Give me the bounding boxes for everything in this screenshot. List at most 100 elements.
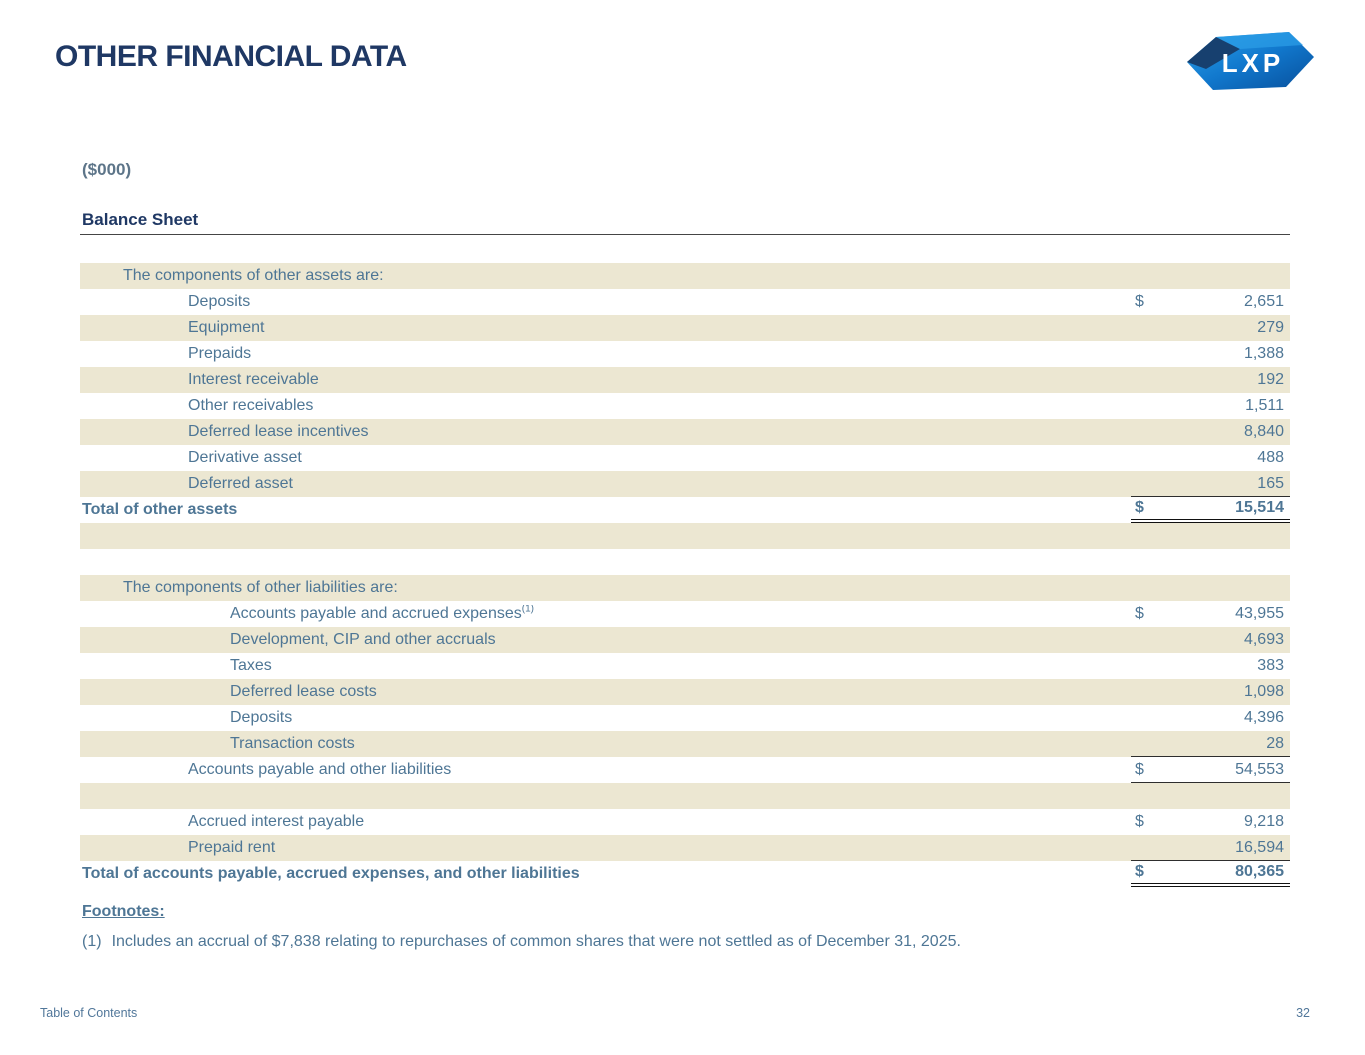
value-column: 192 [1131,367,1290,393]
logo-text: LXP [1222,48,1285,78]
table-row: Deferred lease costs 1,098 [80,679,1290,705]
row-label: Prepaid rent [188,839,276,856]
table-row [80,549,1290,575]
dollar-sign: $ [1135,813,1144,830]
table-row: Equipment 279 [80,315,1290,341]
row-value: 165 [1257,474,1284,492]
value-column [1131,523,1290,549]
value-column: 488 [1131,445,1290,471]
table-row: Total of accounts payable, accrued expen… [80,861,1290,887]
value-column: $ 15,514 [1131,497,1290,523]
row-label: Deferred lease costs [230,683,377,700]
row-label: Transaction costs [230,735,355,752]
row-value: 9,218 [1243,813,1284,830]
logo-left-facet [1187,37,1240,69]
row-value: 2,651 [1243,293,1284,310]
row-label: Accounts payable and other liabilities [188,761,452,778]
value-column: 16,594 [1131,835,1290,861]
units-label: ($000) [82,160,132,179]
table-row: Derivative asset 488 [80,445,1290,471]
dollar-sign: $ [1135,760,1144,778]
balance-sheet-heading: Balance Sheet [80,210,1290,235]
row-value: 28 [1266,734,1284,752]
row-label: Deposits [188,293,251,310]
row-label: Deferred lease incentives [188,423,369,440]
row-value: 1,098 [1243,683,1284,700]
row-label: Accrued interest payable [188,813,365,830]
footnote-marker: (1) [82,933,102,950]
row-value: 15,514 [1235,499,1284,516]
value-column [1131,575,1290,601]
value-column: $ 9,218 [1131,809,1290,835]
table-row: Accounts payable and accrued expenses(1)… [80,601,1290,627]
value-column: $ 80,365 [1131,861,1290,887]
table-row: Total of other assets $ 15,514 [80,497,1290,523]
table-row: Transaction costs 28 [80,731,1290,757]
footnote-text: Includes an accrual of $7,838 relating t… [111,933,961,950]
table-row: Development, CIP and other accruals 4,69… [80,627,1290,653]
page-title: OTHER FINANCIAL DATA [55,40,407,73]
value-column: 165 [1131,471,1290,497]
row-value: 279 [1257,319,1284,336]
dollar-sign: $ [1135,605,1144,622]
row-value: 488 [1257,449,1284,466]
row-label: Prepaids [188,345,252,362]
row-label: Total of other assets [82,501,238,518]
table-row: The components of other liabilities are: [80,575,1290,601]
table-row: Deposits 4,396 [80,705,1290,731]
table-row [80,783,1290,809]
row-label: Derivative asset [188,449,302,466]
row-label: Other receivables [188,397,314,414]
table-row: Accounts payable and other liabilities $… [80,757,1290,783]
footnote-item: (1) Includes an accrual of $7,838 relatin… [82,933,1182,951]
value-column: 383 [1131,653,1290,679]
row-value: 4,693 [1243,631,1284,648]
row-label: The components of other assets are: [123,267,384,284]
row-value: 1,511 [1245,397,1284,414]
row-label: Interest receivable [188,371,319,388]
lxp-logo: LXP [1187,32,1314,90]
row-label: Deposits [230,709,293,726]
table-of-contents-link[interactable]: Table of Contents [40,1006,138,1020]
row-value: 43,955 [1235,605,1284,622]
value-column: $ 2,651 [1131,289,1290,315]
row-value: 16,594 [1235,838,1284,856]
value-column [1131,549,1290,575]
table-row: Taxes 383 [80,653,1290,679]
value-column: 1,388 [1131,341,1290,367]
value-column: 1,098 [1131,679,1290,705]
dollar-sign: $ [1135,499,1144,516]
row-value: 80,365 [1235,863,1284,880]
row-value: 4,396 [1243,709,1284,726]
row-value: 54,553 [1235,760,1284,778]
table-row [80,523,1290,549]
row-label: Development, CIP and other accruals [230,631,496,648]
value-column: 8,840 [1131,419,1290,445]
row-label: Accounts payable and accrued expenses(1) [230,605,534,622]
row-label: The components of other liabilities are: [123,579,398,596]
table-row: Deferred lease incentives 8,840 [80,419,1290,445]
value-column [1131,783,1290,809]
dollar-sign: $ [1135,863,1144,880]
value-column: $ 43,955 [1131,601,1290,627]
row-label: Taxes [230,657,272,674]
dollar-sign: $ [1135,293,1144,310]
value-column: 1,511 [1131,393,1290,419]
row-value: 192 [1257,371,1284,388]
table-row: Interest receivable 192 [80,367,1290,393]
table-row: Deferred asset 165 [80,471,1290,497]
table-row: Accrued interest payable $ 9,218 [80,809,1290,835]
footnotes-heading: Footnotes: [82,903,165,920]
footnotes-section: Footnotes: (1) Includes an accrual of $7,… [82,903,1182,951]
table-row: Prepaid rent 16,594 [80,835,1290,861]
row-label: Deferred asset [188,475,293,492]
value-column: 279 [1131,315,1290,341]
table-row: Prepaids 1,388 [80,341,1290,367]
row-label: Total of accounts payable, accrued expen… [82,865,580,882]
value-column: 28 [1131,731,1290,757]
row-label: Equipment [188,319,265,336]
table-row: Other receivables 1,511 [80,393,1290,419]
value-column: $ 54,553 [1131,757,1290,783]
value-column [1131,263,1290,289]
